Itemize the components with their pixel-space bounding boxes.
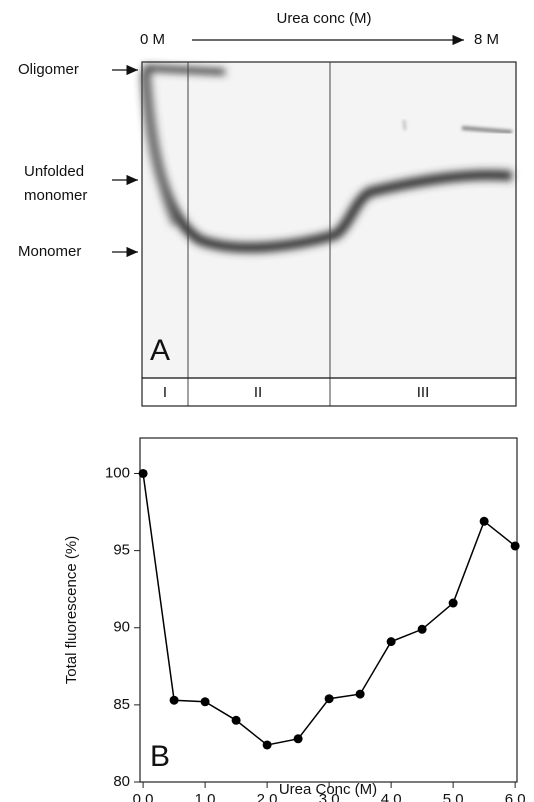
region-strip [141, 377, 517, 407]
gel-specks [403, 119, 513, 134]
y-axis-label: Total fluorescence (%) [63, 536, 80, 684]
data-point [262, 740, 272, 750]
x-tick-label: 2,0 [257, 791, 278, 802]
data-point [448, 598, 458, 608]
right-label: 8 M [474, 31, 499, 48]
gel-bands [141, 65, 513, 253]
data-point [293, 734, 303, 744]
data-point [200, 697, 210, 707]
y-tick-label: 85 [113, 696, 130, 713]
data-point [417, 624, 427, 634]
y-tick-label: 100 [105, 464, 130, 481]
plot-frame [139, 437, 518, 783]
label-bg [262, 8, 390, 30]
data-point [355, 689, 365, 699]
data-point [479, 516, 489, 526]
data-point [510, 541, 520, 551]
x-tick-label: 6,0 [505, 791, 526, 802]
x-tick-label: 5,0 [443, 791, 464, 802]
data-point [324, 694, 334, 704]
x-tick-label: 3,0 [319, 791, 340, 802]
data-point [138, 468, 148, 478]
data-line [142, 473, 516, 746]
x-tick-label: 0,0 [133, 791, 154, 802]
annotation: B [150, 740, 170, 773]
y-tick-label: 90 [113, 619, 130, 636]
band-label: monomer [24, 187, 87, 204]
band-label: Monomer [18, 243, 81, 260]
x-tick-label: 1,0 [195, 791, 216, 802]
region-label: I [163, 384, 167, 401]
y-tick-label: 95 [113, 542, 130, 559]
axis-label: Urea conc (M) [276, 10, 371, 27]
band-label: Oligomer [18, 61, 79, 78]
x-tick-label: 4,0 [381, 791, 402, 802]
gel [141, 61, 517, 379]
data-point [169, 695, 179, 705]
left-label: 0 M [140, 31, 165, 48]
region-label: III [417, 384, 430, 401]
panel-letter: A [150, 334, 170, 367]
data-point [386, 637, 396, 647]
data-point [231, 715, 241, 725]
band-label: Unfolded [24, 163, 84, 180]
region-label: II [254, 384, 262, 401]
y-tick-label: 80 [113, 773, 130, 790]
x-axis-label: Urea Conc (M) [279, 781, 377, 798]
